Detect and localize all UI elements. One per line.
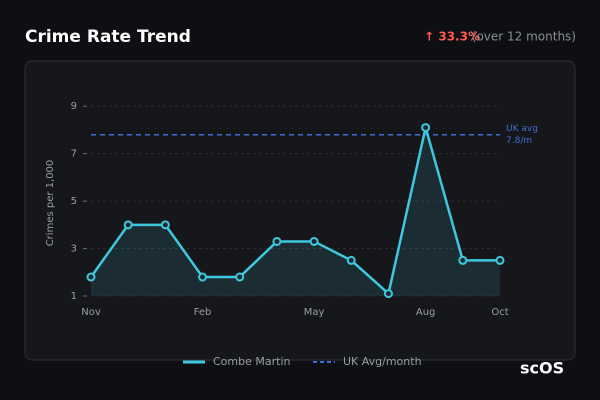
legend-label: UK Avg/month — [343, 355, 422, 368]
point — [346, 255, 356, 265]
x-tick-label: Nov — [81, 307, 101, 318]
y-tick-label: 3 — [71, 244, 77, 255]
x-tick-label: Aug — [416, 307, 436, 318]
point — [235, 272, 245, 282]
chart-panel — [24, 60, 576, 361]
x-tick-label: Oct — [491, 307, 508, 318]
y-tick-label: 1 — [71, 291, 77, 302]
point — [421, 123, 431, 133]
reference-value-label: 7.8/m — [506, 136, 532, 146]
change-period: (over 12 months) — [472, 30, 576, 44]
point — [309, 236, 319, 246]
point — [86, 272, 96, 282]
y-tick-label: 7 — [71, 149, 77, 160]
reference-label: UK avg — [506, 124, 538, 134]
point — [272, 236, 282, 246]
page-title: Crime Rate Trend — [25, 27, 191, 47]
y-axis-label: Crimes per 1,000 — [45, 160, 56, 247]
y-tick-label: 9 — [71, 101, 77, 112]
watermark: scOS — [520, 359, 564, 378]
change-value: ↑ 33.3% — [424, 30, 480, 44]
point — [383, 289, 393, 299]
point — [458, 255, 468, 265]
point — [123, 220, 133, 230]
y-tick-label: 5 — [71, 196, 77, 207]
line — [89, 127, 500, 296]
point — [495, 255, 505, 265]
point — [160, 220, 170, 230]
legend-label: Combe Martin — [213, 355, 290, 368]
point — [198, 272, 208, 282]
x-tick-label: May — [304, 307, 325, 318]
x-tick-label: Feb — [194, 307, 212, 318]
